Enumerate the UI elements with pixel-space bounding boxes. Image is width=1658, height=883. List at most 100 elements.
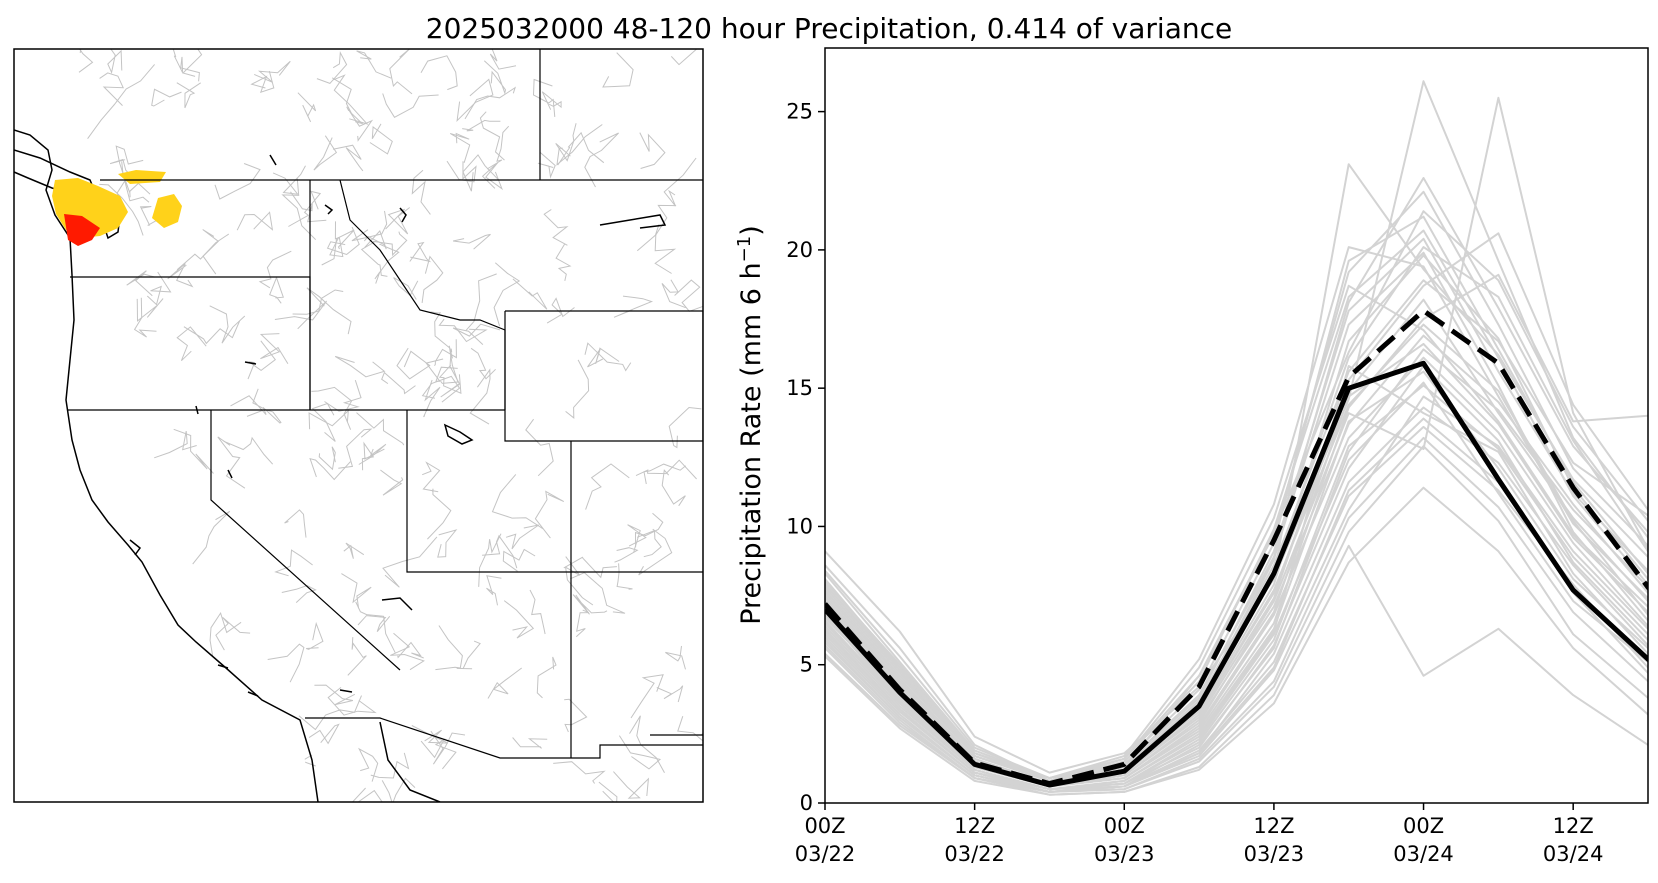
basin-boundary: [99, 72, 124, 106]
basin-boundary: [636, 529, 662, 558]
basin-boundary: [308, 723, 340, 745]
ensemble-member-5: [825, 190, 1648, 785]
basin-boundary: [358, 747, 379, 782]
basin-boundary: [346, 106, 374, 142]
solid-series-line: [825, 360, 1648, 788]
basin-boundary: [629, 715, 665, 773]
basin-boundary: [438, 318, 488, 343]
basin-boundary: [489, 49, 517, 70]
basin-boundary: [87, 64, 155, 139]
ocean: [14, 49, 310, 802]
basin-boundary: [258, 250, 292, 289]
basin-boundary: [381, 371, 416, 395]
basin-boundary: [217, 436, 246, 489]
basin-boundary: [614, 547, 639, 563]
basin-boundary: [440, 348, 461, 398]
basin-boundary: [172, 49, 203, 77]
basin-boundary: [202, 229, 220, 275]
basin-boundary: [430, 311, 450, 348]
basin-boundary: [670, 49, 698, 66]
basin-boundary: [462, 119, 501, 132]
basin-boundary: [618, 735, 662, 770]
basin-boundary: [505, 524, 539, 550]
basin-boundary: [389, 49, 413, 95]
basin-boundary: [572, 594, 608, 615]
basin-boundary: [357, 615, 391, 633]
basin-boundary: [478, 533, 502, 587]
basin-boundary: [435, 625, 463, 671]
x-tick-label: 12Z: [954, 814, 995, 838]
basin-boundary: [469, 368, 491, 425]
basin-boundary: [370, 752, 410, 779]
basin-boundary: [369, 123, 393, 155]
basin-boundary: [512, 278, 548, 310]
basin-boundary: [214, 163, 261, 200]
basin-boundary: [421, 375, 461, 403]
basin-boundary: [78, 49, 94, 73]
basin-boundary: [192, 510, 231, 565]
ensemble-member-13: [825, 210, 1648, 780]
basin-boundary: [663, 157, 697, 207]
basin-boundary: [284, 509, 307, 538]
basin-boundary: [390, 632, 425, 671]
x-tick-label: 03/24: [1543, 842, 1604, 866]
basin-boundary: [481, 162, 503, 191]
basin-boundary: [360, 240, 388, 277]
basin-boundary: [329, 221, 344, 258]
basin-boundary: [512, 737, 548, 749]
basin-boundary: [661, 469, 686, 507]
basin-boundary: [333, 74, 369, 125]
ensemble-member-29: [825, 251, 1648, 782]
ensemble-member-25: [825, 246, 1648, 780]
basin-boundary: [541, 91, 562, 110]
basin-boundary: [247, 340, 277, 380]
basin-boundary: [311, 386, 353, 430]
basin-boundary: [565, 359, 590, 419]
basin-boundary: [393, 277, 419, 300]
basin-boundary: [536, 656, 557, 699]
basin-boundary: [557, 131, 605, 166]
x-tick-label: 00Z: [1104, 814, 1145, 838]
basin-boundary: [555, 123, 577, 162]
basin-boundary: [183, 320, 241, 345]
basin-boundary: [309, 457, 351, 481]
basin-boundary: [529, 589, 546, 635]
basin-boundary: [556, 124, 603, 166]
x-axis: 00Z 03/22 12Z 03/22 00Z 03/23 12Z 03/23 00Z 03/24…: [795, 803, 1604, 866]
basin-boundary: [616, 563, 633, 590]
basin-boundary: [314, 684, 356, 706]
basin-boundary: [397, 641, 424, 659]
basin-boundary: [341, 573, 372, 609]
basin-boundary: [613, 295, 654, 318]
basin-boundary: [409, 241, 432, 263]
ensemble-member-28: [825, 544, 1648, 796]
basin-boundary: [420, 55, 458, 91]
basin-boundary: [269, 276, 284, 304]
basin-boundary: [356, 412, 405, 446]
basin-boundary: [274, 549, 313, 577]
basin-boundary: [483, 60, 507, 95]
y-tick-label: 5: [800, 653, 813, 677]
basin-boundary: [355, 601, 396, 653]
basin-boundary: [482, 534, 518, 569]
basin-boundary: [584, 132, 619, 188]
basin-boundary: [420, 738, 457, 770]
basin-boundary: [613, 771, 650, 799]
basin-boundary: [487, 667, 522, 699]
basin-boundary: [674, 279, 703, 312]
basin-boundary: [486, 575, 502, 606]
basin-boundary: [385, 207, 411, 235]
basin-boundary: [326, 226, 360, 256]
baja-coast: [379, 721, 441, 802]
basin-boundary: [449, 132, 471, 163]
highlight-heavy: [64, 214, 100, 246]
basin-boundary: [321, 229, 355, 266]
y-tick-label: 20: [786, 238, 813, 262]
basin-boundary: [254, 60, 291, 83]
basin-boundary: [570, 572, 626, 614]
basin-boundary: [587, 347, 620, 368]
basin-boundary: [230, 388, 267, 416]
basin-boundary: [546, 297, 575, 324]
basin-boundary: [396, 347, 431, 380]
